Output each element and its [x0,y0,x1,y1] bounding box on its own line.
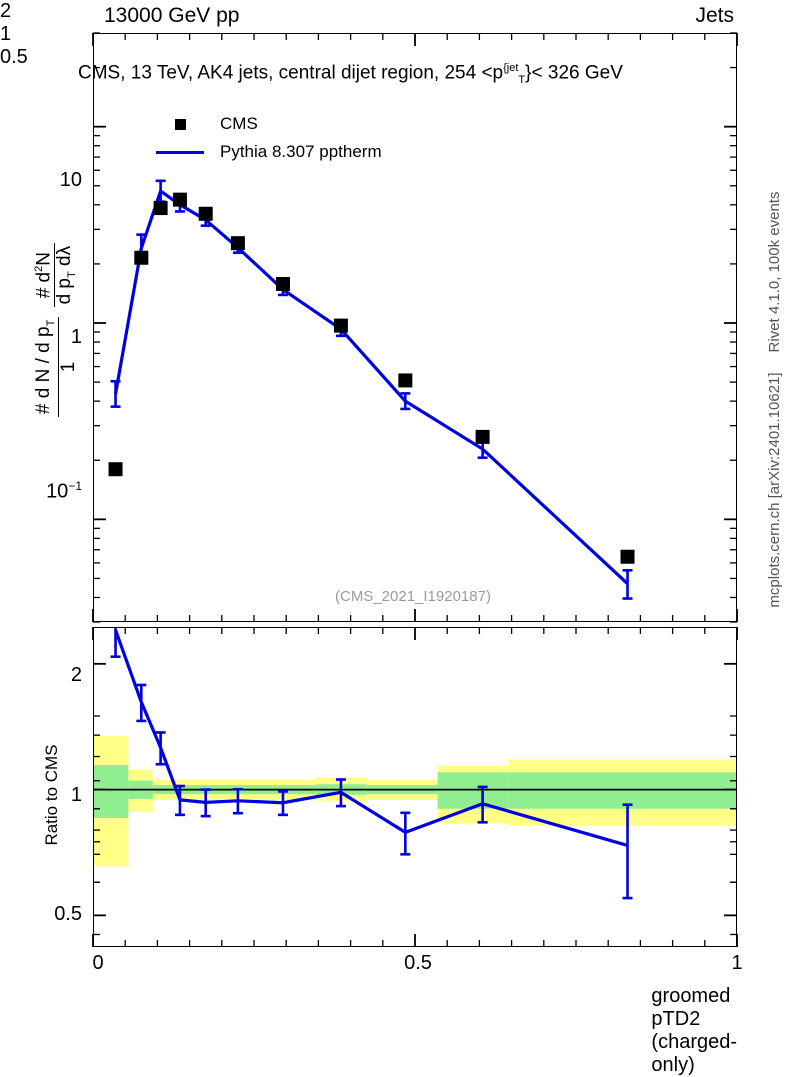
plot-title-suffix: }< 326 GeV [525,62,623,84]
plot-title-subscript: T [518,74,526,87]
main-ytick-10: 10 [59,169,82,191]
rivet-version-annotation: Rivet 4.1.0, 100k events [766,191,783,353]
plot-title-superscript: {jet [503,62,519,74]
ratio-plot-frame [93,627,737,947]
legend: CMS Pythia 8.307 pptherm [150,110,382,166]
xtick-0: 0 [92,952,104,974]
legend-label-pythia: Pythia 8.307 pptherm [220,142,382,161]
cms-marker-icon [150,118,210,130]
main-y-axis-label: # d N / d pT 1 # d2N d pT dλ [33,242,79,418]
plot-title-prefix: CMS, 13 TeV, AK4 jets, central dijet reg… [78,62,504,84]
ratio-ytick-0p5-right: 0.5 [0,46,28,68]
legend-item-cms[interactable]: CMS [150,110,382,138]
analysis-id-watermark: (CMS_2021_I1920187) [335,588,491,605]
ratio-y-axis-label: Ratio to CMS [42,744,61,846]
mcplots-reference-annotation: mcplots.cern.ch [arXiv:2401.10621] [766,372,783,608]
xtick-1: 1 [731,952,743,974]
plot-title: CMS, 13 TeV, AK4 jets, central dijet reg… [78,62,623,86]
header-analysis-category: Jets [695,4,734,27]
main-ytick-0p1: 10−1 [46,479,82,503]
pythia-line-icon [150,150,210,154]
xtick-0p5: 0.5 [404,952,432,974]
main-ytick-1: 1 [70,326,82,348]
ratio-ytick-1-right: 1 [0,23,12,45]
ratio-ytick-1-left: 1 [70,784,82,806]
legend-item-pythia[interactable]: Pythia 8.307 pptherm [150,138,382,166]
x-axis-label: groomed pTD2 (charged-only) [651,985,738,1076]
ratio-ytick-2-left: 2 [70,664,82,686]
legend-label-cms: CMS [220,114,258,133]
ratio-ytick-2-right: 2 [0,0,12,22]
ratio-ytick-0p5-left: 0.5 [54,903,82,925]
header-collision-energy: 13000 GeV pp [104,4,240,27]
